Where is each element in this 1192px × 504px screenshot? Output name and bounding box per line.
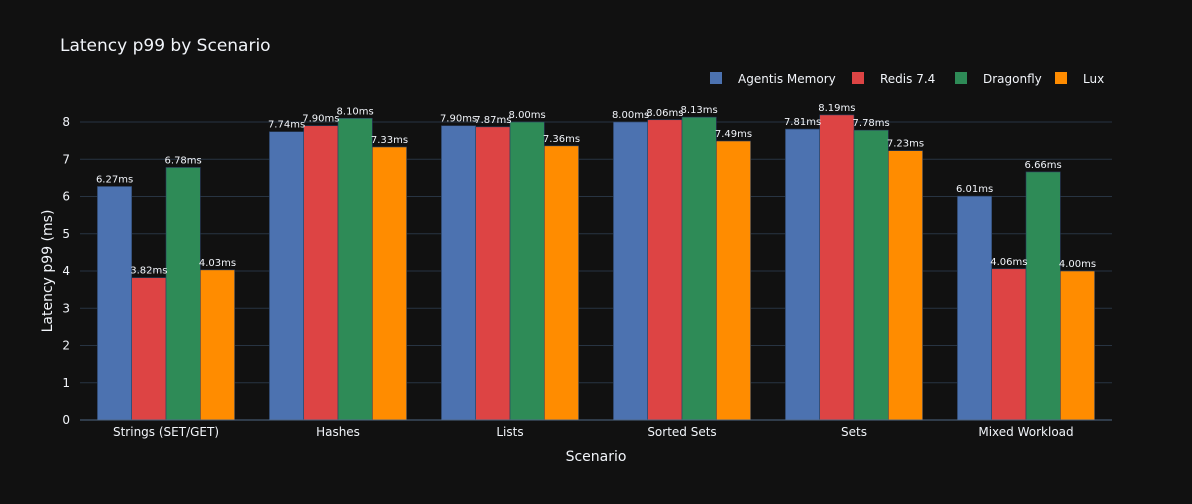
bar[interactable]	[613, 121, 649, 421]
data-label: 7.81ms	[784, 117, 821, 128]
y-tick-label: 8	[62, 115, 70, 129]
y-tick-label: 0	[62, 413, 70, 427]
bar[interactable]	[785, 128, 821, 421]
bar[interactable]	[1025, 171, 1061, 421]
bar[interactable]	[957, 195, 993, 421]
x-tick-label: Sorted Sets	[647, 425, 716, 439]
data-label: 6.01ms	[956, 184, 993, 195]
legend-swatch	[852, 72, 864, 84]
y-tick-label: 1	[62, 376, 70, 390]
bar[interactable]	[509, 121, 545, 421]
data-label: 8.13ms	[681, 105, 718, 116]
bar[interactable]	[131, 277, 167, 421]
data-label: 6.27ms	[96, 174, 133, 185]
bar[interactable]	[647, 119, 683, 421]
data-label: 8.00ms	[612, 110, 649, 121]
bar[interactable]	[337, 117, 373, 421]
legend-swatch	[1055, 72, 1067, 84]
bar[interactable]	[715, 140, 751, 421]
bar[interactable]	[165, 167, 201, 421]
legend-swatch	[955, 72, 967, 84]
data-label: 8.10ms	[337, 106, 374, 117]
x-tick-label: Sets	[841, 425, 867, 439]
bar[interactable]	[819, 114, 855, 421]
y-tick-label: 4	[62, 264, 70, 278]
data-label: 7.23ms	[887, 139, 924, 150]
bar[interactable]	[887, 150, 923, 421]
x-tick-label: Mixed Workload	[978, 425, 1073, 439]
bar[interactable]	[303, 125, 339, 421]
bar[interactable]	[200, 269, 235, 421]
data-label: 4.06ms	[990, 257, 1027, 268]
data-label: 6.66ms	[1025, 160, 1062, 171]
data-label: 7.33ms	[371, 135, 408, 146]
x-axis-title: Scenario	[566, 449, 627, 465]
legend-item[interactable]: Redis 7.4	[852, 72, 935, 86]
y-axis-title: Latency p99 (ms)	[40, 210, 56, 333]
chart-title: Latency p99 by Scenario	[60, 36, 271, 56]
x-tick-label: Hashes	[316, 425, 360, 439]
bar[interactable]	[853, 129, 889, 421]
bar[interactable]	[991, 268, 1027, 421]
data-label: 7.90ms	[302, 114, 339, 125]
data-labels: 6.27ms3.82ms6.78ms4.03ms7.74ms7.90ms8.10…	[96, 103, 1096, 277]
x-tick-label: Strings (SET/GET)	[113, 425, 219, 439]
bar[interactable]	[681, 116, 717, 421]
bar[interactable]	[543, 145, 579, 421]
legend-label: Lux	[1083, 72, 1104, 86]
data-label: 7.78ms	[853, 118, 890, 129]
data-label: 8.06ms	[646, 108, 683, 119]
bar[interactable]	[371, 146, 407, 421]
legend-item[interactable]: Lux	[1055, 72, 1104, 86]
bar[interactable]	[441, 125, 476, 421]
data-label: 6.78ms	[165, 155, 202, 166]
data-label: 7.74ms	[268, 120, 305, 131]
bar[interactable]	[97, 186, 133, 421]
y-tick-label: 5	[62, 227, 70, 241]
data-label: 7.87ms	[474, 115, 511, 126]
data-label: 7.90ms	[440, 114, 477, 125]
bar[interactable]	[269, 131, 304, 421]
y-tick-label: 6	[62, 190, 70, 204]
y-tick-label: 3	[62, 301, 70, 315]
legend-swatch	[710, 72, 722, 84]
legend: Agentis Memory Redis 7.4 Dragonfly Lux	[710, 72, 1104, 86]
data-label: 3.82ms	[130, 266, 167, 277]
legend-label: Redis 7.4	[880, 72, 935, 86]
legend-item[interactable]: Dragonfly	[955, 72, 1042, 86]
data-label: 7.36ms	[543, 134, 580, 145]
data-label: 8.19ms	[818, 103, 855, 114]
y-axis-ticks: 0 1 2 3 4 5 6 7 8	[62, 115, 70, 427]
data-label: 8.00ms	[509, 110, 546, 121]
bar[interactable]	[475, 126, 511, 421]
data-label: 4.03ms	[199, 258, 236, 269]
bars	[97, 114, 1095, 421]
legend-label: Agentis Memory	[738, 72, 836, 86]
bar[interactable]	[1060, 270, 1095, 421]
data-label: 7.49ms	[715, 129, 752, 140]
legend-item[interactable]: Agentis Memory	[710, 72, 836, 86]
grid-lines	[80, 121, 1112, 384]
y-tick-label: 2	[62, 339, 70, 353]
x-axis-ticks: Strings (SET/GET) Hashes Lists Sorted Sets S…	[113, 425, 1074, 439]
data-label: 4.00ms	[1059, 259, 1096, 270]
y-tick-label: 7	[62, 152, 70, 166]
legend-label: Dragonfly	[983, 72, 1042, 86]
x-tick-label: Lists	[496, 425, 523, 439]
